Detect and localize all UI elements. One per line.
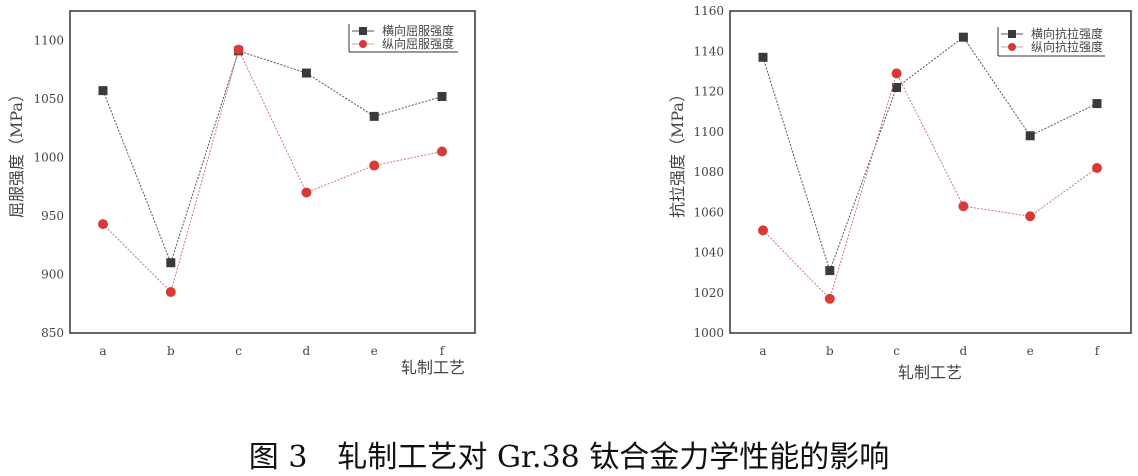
- series-line-1: [102, 50, 443, 265]
- y-axis-label: 屈服强度（MPa）: [7, 86, 26, 218]
- legend-square-icon: [359, 27, 367, 35]
- y-tick-label: 1100: [693, 125, 724, 139]
- x-tick-label: f: [440, 344, 446, 358]
- data-point-square: [892, 82, 902, 92]
- data-point-circle: [233, 44, 244, 55]
- data-point-square: [1092, 99, 1102, 109]
- x-tick-label: a: [99, 344, 106, 358]
- y-tick-label: 1140: [693, 44, 724, 58]
- data-point-square: [166, 258, 176, 268]
- data-point-circle: [1092, 162, 1102, 173]
- x-tick-label: c: [893, 344, 900, 358]
- chart-2: 1000 1020 1040 1060 1080 1100 1120 1140 1160 a b c d…: [668, 4, 1132, 382]
- x-tick-label: a: [759, 344, 766, 358]
- x-tick-label: b: [167, 344, 175, 358]
- plot-frame: [729, 10, 1132, 334]
- y-tick-label: 1020: [693, 286, 724, 300]
- legend-label: 横向抗拉强度: [1031, 26, 1103, 41]
- x-tick-label: c: [235, 344, 242, 358]
- data-point-circle: [98, 219, 108, 230]
- legend-label: 纵向屈服强度: [382, 36, 454, 51]
- y-axis-label: 抗拉强度（MPa）: [668, 86, 687, 218]
- x-tick-label: b: [826, 344, 834, 358]
- data-point-circle: [1025, 211, 1036, 222]
- x-tick-label: e: [1027, 344, 1034, 358]
- x-axis-label: 轧制工艺: [898, 363, 962, 382]
- y-tick-label: 1040: [693, 246, 724, 260]
- series-line-2: [102, 48, 443, 293]
- y-tick-label: 850: [41, 326, 64, 340]
- data-point-circle: [369, 160, 380, 171]
- data-point-circle: [891, 68, 902, 79]
- data-point-circle: [958, 201, 969, 212]
- data-point-circle: [437, 146, 447, 157]
- plot-frame: [69, 10, 476, 334]
- y-tick-label: 900: [41, 267, 64, 281]
- y-tick-label: 1000: [33, 150, 64, 164]
- data-point-square: [301, 68, 311, 78]
- data-point-square: [758, 52, 768, 62]
- y-tick-label: 1120: [693, 85, 724, 99]
- data-point-circle: [758, 225, 768, 236]
- y-tick-label: 1100: [33, 33, 64, 47]
- legend-circle-icon: [1008, 43, 1016, 51]
- series-line-1: [762, 36, 1098, 273]
- x-tick-label: f: [1095, 344, 1101, 358]
- y-tick-label: 1060: [693, 205, 724, 219]
- data-point-square: [98, 86, 108, 96]
- y-tick-label: 950: [41, 209, 64, 223]
- x-tick-label: e: [371, 344, 378, 358]
- legend-label: 横向屈服强度: [382, 23, 454, 38]
- y-tick-label: 1080: [693, 165, 724, 179]
- data-point-circle: [301, 187, 312, 198]
- series-line-2: [762, 72, 1098, 300]
- x-tick-label: d: [303, 344, 311, 358]
- data-point-square: [369, 111, 379, 121]
- y-tick-label: 1160: [693, 4, 724, 18]
- data-point-circle: [824, 293, 835, 304]
- y-tick-label: 1000: [693, 326, 724, 340]
- figure-caption: 图 3 轧制工艺对 Gr.38 钛合金力学性能的影响: [248, 440, 890, 475]
- legend-circle-icon: [359, 40, 367, 48]
- data-point-square: [437, 91, 447, 101]
- legend-label: 纵向抗拉强度: [1031, 39, 1103, 54]
- x-axis-label: 轧制工艺: [401, 358, 465, 377]
- data-point-square: [825, 266, 835, 276]
- data-point-circle: [165, 287, 176, 298]
- y-tick-label: 1050: [33, 92, 64, 106]
- legend-square-icon: [1008, 30, 1016, 38]
- data-point-square: [958, 32, 968, 42]
- x-tick-label: d: [960, 344, 968, 358]
- data-point-square: [1025, 131, 1035, 141]
